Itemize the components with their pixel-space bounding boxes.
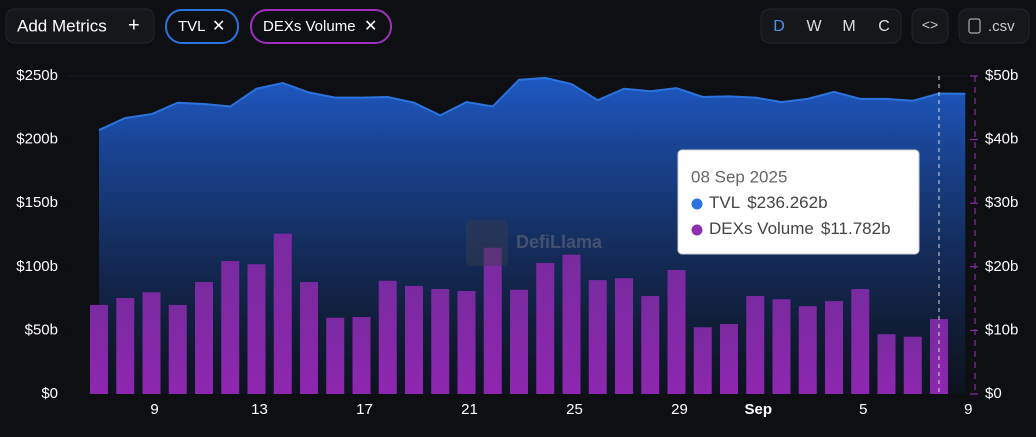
- dex-chip[interactable]: [250, 9, 392, 44]
- y-tick-label: $0: [41, 385, 58, 402]
- y2-tick-label: $50b: [985, 67, 1018, 84]
- dex-bar: [588, 280, 607, 394]
- y2-tick-label: $20b: [985, 258, 1018, 275]
- period-option[interactable]: M: [842, 18, 855, 35]
- dex-bar: [825, 301, 843, 394]
- dex-bar: [142, 292, 161, 394]
- dex-bar: [798, 306, 817, 394]
- dex-bar: [667, 269, 686, 394]
- y2-tick-label: $10b: [985, 321, 1018, 338]
- dex-bar: [352, 317, 371, 394]
- x-tick-label: 9: [150, 401, 158, 418]
- tooltip-value: $11.782b: [821, 219, 891, 238]
- add-metrics-button[interactable]: [5, 8, 155, 44]
- dex-bar: [720, 324, 738, 394]
- x-tick-label: 21: [461, 401, 478, 418]
- dex-bar: [903, 336, 922, 394]
- remove-icon[interactable]: ✕: [364, 18, 377, 35]
- dex-bar: [405, 285, 423, 394]
- csv-label: .csv: [988, 18, 1015, 35]
- dex-bar: [195, 282, 213, 394]
- period-option[interactable]: W: [806, 18, 822, 35]
- dex-bar: [431, 289, 450, 394]
- dex-bar: [851, 289, 870, 394]
- dex-bar: [693, 327, 712, 394]
- y-tick-label: $200b: [16, 131, 58, 148]
- dex-bar: [877, 334, 896, 394]
- y2-tick-label: $0: [985, 385, 1002, 402]
- dex-bar: [326, 317, 345, 394]
- csv-button[interactable]: [958, 8, 1030, 44]
- dex-bar: [772, 299, 791, 394]
- tooltip-box: [677, 149, 920, 255]
- y-tick-label: $50b: [25, 321, 58, 338]
- y2-tick-label: $40b: [985, 131, 1018, 148]
- dex-bar: [457, 290, 476, 394]
- embed-button[interactable]: [911, 8, 949, 44]
- y-tick-label: $100b: [16, 258, 58, 275]
- tooltip-title: 08 Sep 2025: [691, 167, 787, 186]
- tvl-line: [98, 76, 966, 131]
- dex-bar: [90, 304, 108, 394]
- remove-icon[interactable]: ✕: [212, 18, 225, 35]
- x-tick-label: Sep: [744, 401, 772, 418]
- tvl-chip-label: TVL: [178, 18, 206, 35]
- file-icon: [968, 18, 981, 34]
- dex-bar: [116, 297, 135, 394]
- dex-bar: [562, 254, 581, 394]
- dex-bar: [641, 296, 660, 394]
- x-tick-label: 9: [964, 401, 972, 418]
- tooltip-row: DEXs Volume $11.782b: [709, 219, 891, 238]
- dex-bar: [615, 278, 633, 394]
- add-metrics-label: Add Metrics: [17, 16, 107, 35]
- dex-bar: [510, 289, 528, 394]
- x-tick-label: 25: [566, 401, 583, 418]
- watermark: DefiLlama: [516, 232, 603, 252]
- dex-bar: [273, 233, 292, 394]
- x-tick-label: 29: [671, 401, 688, 418]
- dex-bar: [300, 282, 318, 394]
- tooltip-value: $236.262b: [747, 193, 827, 212]
- tooltip-dot: [691, 198, 703, 210]
- plus-icon: +: [128, 14, 140, 36]
- tooltip: 08 Sep 2025 TVL $236.262b DEXs Volume $11.78…: [677, 149, 920, 255]
- tooltip-dot: [691, 224, 703, 236]
- dex-bar: [247, 264, 266, 394]
- dex-bar: [168, 304, 187, 394]
- dex-bar: [483, 247, 502, 394]
- period-option[interactable]: D: [773, 18, 785, 35]
- tooltip-row: TVL $236.262b: [709, 193, 828, 212]
- tooltip-name: TVL: [709, 193, 740, 212]
- tvl-chip[interactable]: [165, 9, 239, 44]
- watermark-logo: [466, 220, 508, 266]
- dex-chip-label: DEXs Volume: [263, 18, 356, 35]
- embed-icon: <>: [922, 17, 938, 33]
- dex-bar: [536, 262, 555, 394]
- period-option[interactable]: C: [878, 18, 890, 35]
- y-tick-label: $150b: [16, 194, 58, 211]
- tooltip-name: DEXs Volume: [709, 219, 814, 238]
- x-tick-label: 5: [859, 401, 867, 418]
- x-tick-label: 13: [251, 401, 268, 418]
- dex-bar: [221, 261, 240, 394]
- period-group: [760, 8, 902, 44]
- y-tick-label: $250b: [16, 67, 58, 84]
- dex-bar: [746, 296, 765, 394]
- dex-bar: [378, 280, 397, 394]
- x-tick-label: 17: [356, 401, 373, 418]
- y2-tick-label: $30b: [985, 194, 1018, 211]
